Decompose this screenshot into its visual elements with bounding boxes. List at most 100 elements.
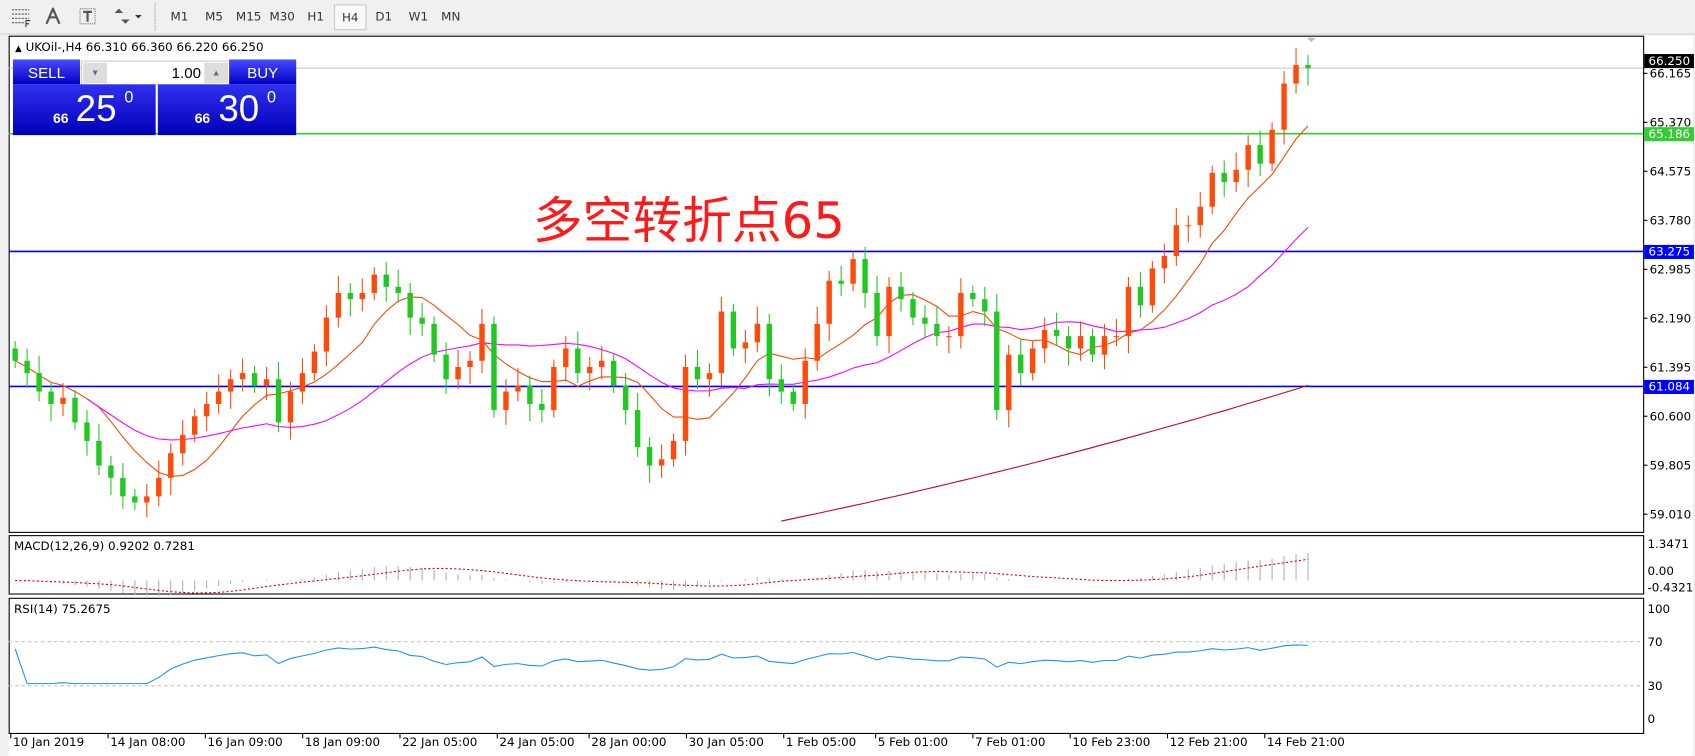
volume-input[interactable]: 1.00	[171, 63, 202, 82]
volume-stepper[interactable]: ▼ 1.00 ▲	[81, 60, 231, 86]
candle-body	[730, 311, 737, 349]
buy-price[interactable]: 66 30 0	[157, 84, 297, 136]
candle-body	[802, 360, 808, 404]
candle-body	[443, 354, 449, 380]
sell-price-sup: 0	[124, 88, 134, 108]
candle-body	[814, 323, 820, 361]
shift-marker-icon	[1306, 37, 1316, 43]
candle-body	[658, 459, 665, 466]
timeframe-m15[interactable]: M15	[235, 9, 262, 24]
candle-body	[754, 323, 761, 343]
horizontal-line-label: 65.186	[1649, 127, 1691, 141]
candle-body	[563, 348, 569, 367]
candle-body	[838, 280, 844, 284]
candle-body	[515, 385, 521, 392]
candle-body	[407, 293, 413, 318]
candle-body	[646, 447, 653, 466]
candle-body	[1233, 169, 1239, 183]
timeframe-h4[interactable]: H4	[334, 4, 367, 31]
timeframe-m30[interactable]: M30	[269, 9, 295, 24]
candle-body	[239, 373, 246, 380]
buy-button[interactable]: BUY	[229, 59, 297, 85]
time-label: 18 Jan 09:00	[305, 735, 380, 749]
candle-body	[970, 293, 976, 300]
candle-body	[850, 259, 856, 284]
candle-body	[455, 366, 461, 380]
candle-body	[718, 311, 725, 374]
price-tick-label: 64.575	[1650, 165, 1692, 179]
candle-body	[323, 317, 330, 352]
candle-body	[203, 403, 210, 417]
ma-long-line	[781, 384, 1309, 522]
timeframe-m1[interactable]: M1	[170, 9, 189, 24]
candle-body	[1065, 336, 1072, 349]
macd-tick-label: 1.3471	[1647, 537, 1689, 551]
time-label: 12 Feb 21:00	[1170, 735, 1248, 749]
candle-body	[1221, 172, 1227, 183]
rsi-line	[14, 644, 1309, 685]
sell-button[interactable]: SELL	[12, 59, 80, 85]
fibonacci-icon[interactable]	[9, 4, 33, 28]
time-label: 22 Jan 05:00	[402, 735, 477, 749]
candle-body	[251, 373, 258, 386]
timeframe-w1[interactable]: W1	[408, 9, 429, 24]
candle-body	[383, 274, 389, 287]
text-icon[interactable]	[41, 4, 65, 28]
candle-body	[1089, 336, 1096, 355]
candle-body	[982, 299, 988, 312]
candle-body	[958, 293, 964, 337]
price-pane-frame	[8, 35, 1645, 533]
arrows-icon[interactable]	[110, 4, 145, 28]
time-label: 24 Jan 05:00	[499, 735, 574, 749]
candle-body	[1161, 256, 1168, 269]
candle-body	[790, 391, 796, 404]
candle-body	[575, 348, 581, 374]
candle-body	[503, 391, 509, 411]
candle-body	[12, 348, 18, 361]
candle-body	[48, 391, 54, 404]
candle-body	[24, 360, 30, 374]
timeframe-mn[interactable]: MN	[441, 9, 461, 24]
candle-body	[910, 299, 916, 318]
candle-body	[874, 293, 880, 337]
price-tick-label: 60.600	[1650, 410, 1692, 424]
candle-body	[1185, 225, 1192, 227]
candle-body	[599, 360, 605, 367]
time-label: 7 Feb 01:00	[975, 735, 1045, 749]
candle-body	[1281, 83, 1287, 130]
candle-body	[610, 360, 617, 386]
price-tick-label: 66.165	[1650, 67, 1692, 81]
timeframe-m5[interactable]: M5	[205, 9, 223, 24]
candle-body	[994, 311, 1000, 411]
candle-body	[467, 360, 473, 367]
symbol-info: ▲ UKOil-,H4 66.310 66.360 66.220 66.250	[15, 40, 263, 54]
candle-body	[622, 385, 629, 411]
collapse-triangle-icon[interactable]: ▲	[15, 43, 22, 53]
current-price-box	[1644, 54, 1694, 69]
candle-body	[108, 465, 114, 478]
timeframe-h1[interactable]: H1	[307, 9, 324, 24]
time-label: 1 Feb 05:00	[786, 735, 856, 749]
rsi-pane-frame	[8, 597, 1645, 734]
text-label-icon[interactable]	[76, 4, 100, 28]
candle-body	[168, 453, 174, 478]
candle-body	[706, 373, 713, 380]
volume-decrease-button[interactable]: ▼	[83, 62, 108, 84]
candle-body	[60, 397, 66, 404]
macd-signal-line	[15, 558, 1309, 594]
buy-label: BUY	[247, 63, 279, 81]
timeframe-d1[interactable]: D1	[375, 9, 393, 24]
price-tick-label: 62.190	[1650, 312, 1692, 326]
macd-label: MACD(12,26,9) 0.9202 0.7281	[14, 539, 195, 553]
candle-body	[287, 391, 294, 423]
macd-tick-label: -0.4321	[1647, 580, 1693, 594]
candle-body	[898, 286, 904, 300]
sell-price[interactable]: 66 25 0	[12, 84, 156, 136]
volume-increase-button[interactable]: ▲	[204, 62, 229, 84]
candle-body	[670, 440, 677, 460]
ma-mid-line	[86, 226, 1309, 441]
price-tick-label: 63.780	[1650, 214, 1692, 228]
candle-body	[862, 259, 868, 294]
time-label: 5 Feb 01:00	[878, 735, 948, 749]
